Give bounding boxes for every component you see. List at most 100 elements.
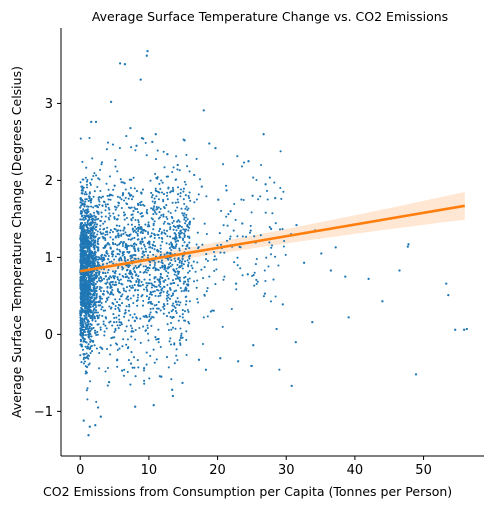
scatter-point — [99, 190, 101, 192]
scatter-point — [89, 258, 91, 260]
scatter-point — [151, 247, 153, 249]
scatter-point — [269, 177, 271, 179]
scatter-point — [142, 326, 144, 328]
scatter-point — [118, 249, 120, 251]
scatter-point — [80, 213, 82, 215]
scatter-point — [83, 232, 85, 234]
scatter-point — [155, 304, 157, 306]
scatter-point — [171, 171, 173, 173]
scatter-point — [167, 176, 169, 178]
scatter-point — [235, 219, 237, 221]
scatter-point — [204, 295, 206, 297]
scatter-point — [140, 342, 142, 344]
scatter-point — [260, 164, 262, 166]
scatter-point — [115, 321, 117, 323]
scatter-point — [174, 307, 176, 309]
scatter-point — [158, 183, 160, 185]
scatter-point — [163, 229, 165, 231]
scatter-point — [163, 151, 165, 153]
scatter-point — [398, 269, 400, 271]
scatter-point — [100, 326, 102, 328]
scatter-point — [235, 282, 237, 284]
scatter-point — [146, 55, 148, 57]
scatter-point — [187, 236, 189, 238]
scatter-point — [107, 271, 109, 273]
scatter-point — [179, 342, 181, 344]
scatter-point — [179, 339, 181, 341]
scatter-point — [87, 227, 89, 229]
scatter-point — [169, 226, 171, 228]
scatter-point — [80, 361, 82, 363]
scatter-point — [191, 267, 193, 269]
scatter-point — [80, 303, 82, 305]
scatter-point — [186, 224, 188, 226]
scatter-point — [183, 218, 185, 220]
scatter-point — [168, 366, 170, 368]
scatter-point — [117, 232, 119, 234]
scatter-point — [149, 264, 151, 266]
scatter-point — [82, 341, 84, 343]
scatter-point — [110, 261, 112, 263]
scatter-point — [81, 233, 83, 235]
scatter-point — [86, 341, 88, 343]
scatter-point — [149, 251, 151, 253]
scatter-point — [149, 355, 151, 357]
scatter-point — [190, 265, 192, 267]
scatter-point — [80, 256, 82, 258]
scatter-point — [160, 251, 162, 253]
scatter-point — [206, 290, 208, 292]
scatter-point — [123, 288, 125, 290]
scatter-point — [270, 247, 272, 249]
scatter-point — [95, 311, 97, 313]
scatter-point — [93, 172, 95, 174]
scatter-point — [81, 284, 83, 286]
scatter-point — [177, 278, 179, 280]
scatter-point — [82, 247, 84, 249]
scatter-point — [182, 239, 184, 241]
scatter-point — [139, 213, 141, 215]
scatter-point — [89, 315, 91, 317]
scatter-point — [237, 360, 239, 362]
scatter-point — [187, 290, 189, 292]
scatter-point — [149, 246, 151, 248]
scatter-point — [133, 295, 135, 297]
scatter-point — [161, 233, 163, 235]
x-axis-label: CO2 Emissions from Consumption per Capit… — [43, 484, 452, 499]
scatter-point — [146, 324, 148, 326]
scatter-point — [86, 316, 88, 318]
scatter-point — [116, 207, 118, 209]
scatter-point — [116, 225, 118, 227]
scatter-point — [220, 244, 222, 246]
scatter-point — [160, 208, 162, 210]
scatter-point — [169, 236, 171, 238]
scatter-point — [176, 359, 178, 361]
scatter-point — [86, 193, 88, 195]
scatter-point — [184, 222, 186, 224]
scatter-point — [223, 252, 225, 254]
scatter-point — [117, 349, 119, 351]
scatter-point — [134, 406, 136, 408]
scatter-point — [152, 267, 154, 269]
scatter-point — [177, 227, 179, 229]
scatter-point — [115, 237, 117, 239]
scatter-point — [115, 342, 117, 344]
scatter-point — [105, 206, 107, 208]
scatter-point — [163, 232, 165, 234]
scatter-point — [257, 198, 259, 200]
scatter-point — [93, 291, 95, 293]
scatter-point — [103, 320, 105, 322]
scatter-point — [175, 241, 177, 243]
scatter-point — [102, 263, 104, 265]
scatter-point — [120, 235, 122, 237]
scatter-point — [134, 149, 136, 151]
scatter-point — [80, 310, 82, 312]
scatter-point — [114, 218, 116, 220]
scatter-point — [89, 249, 91, 251]
scatter-point — [135, 375, 137, 377]
y-tick-label: 3 — [45, 97, 53, 112]
scatter-point — [122, 251, 124, 253]
scatter-point — [86, 247, 88, 249]
scatter-point — [90, 255, 92, 257]
scatter-point — [120, 321, 122, 323]
